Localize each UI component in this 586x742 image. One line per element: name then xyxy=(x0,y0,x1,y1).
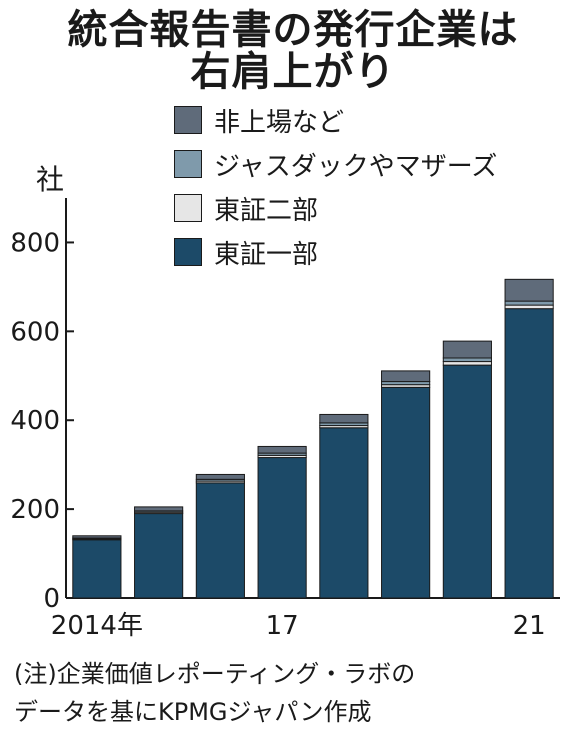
bar-3-series-3 xyxy=(257,445,307,454)
y-tick-label-200: 200 xyxy=(10,495,60,525)
bar-4-series-0 xyxy=(319,427,369,599)
bar-7-series-2 xyxy=(504,300,554,306)
legend-item-tse-first: 東証一部 xyxy=(174,230,497,274)
source-note-line2: データを基にKPMGジャパン作成 xyxy=(14,698,372,726)
legend-label-tse-first: 東証一部 xyxy=(214,239,319,270)
y-tick-label-600: 600 xyxy=(10,317,60,347)
chart-title-line1: 統合報告書の発行企業は xyxy=(67,7,519,53)
bar-7-series-3 xyxy=(504,278,554,302)
bar-7-series-1 xyxy=(504,304,554,310)
legend: 非上場など ジャスダックやマザーズ 東証二部 東証一部 xyxy=(174,98,497,274)
legend-item-unlisted: 非上場など xyxy=(174,98,497,142)
legend-item-jasdaq-mothers: ジャスダックやマザーズ xyxy=(174,142,497,186)
y-tick-label-400: 400 xyxy=(10,406,60,436)
source-note-line1: (注)企業価値レポーティング・ラボの xyxy=(14,660,416,688)
legend-item-tse-second: 東証二部 xyxy=(174,186,497,230)
legend-swatch-jasdaq-mothers xyxy=(174,150,202,178)
bar-4-series-3 xyxy=(319,413,369,424)
bar-5-series-3 xyxy=(381,370,431,383)
bar-2-series-3 xyxy=(195,473,245,480)
legend-label-unlisted: 非上場など xyxy=(214,107,345,138)
bar-0-series-0 xyxy=(72,539,122,599)
x-tick-label-7: 21 xyxy=(513,611,546,641)
y-tick-label-0: 0 xyxy=(43,584,60,614)
legend-swatch-tse-second xyxy=(174,194,202,222)
bar-5-series-0 xyxy=(381,386,431,599)
bar-7-series-0 xyxy=(504,308,554,599)
bar-6-series-1 xyxy=(442,361,492,366)
chart-title-line2: 右肩上がり xyxy=(190,49,396,95)
legend-label-jasdaq-mothers: ジャスダックやマザーズ xyxy=(214,151,498,182)
y-axis-unit-label: 社 xyxy=(36,163,65,196)
x-tick-label-3: 17 xyxy=(266,611,299,641)
legend-swatch-tse-first xyxy=(174,238,202,266)
x-tick-label-0: 2014年 xyxy=(51,611,143,641)
legend-label-tse-second: 東証二部 xyxy=(214,195,319,226)
bar-6-series-0 xyxy=(442,364,492,599)
bar-1-series-0 xyxy=(134,513,184,599)
bar-0-series-3 xyxy=(72,535,122,539)
bar-2-series-0 xyxy=(195,482,245,599)
bar-6-series-3 xyxy=(442,340,492,359)
y-tick-label-800: 800 xyxy=(10,228,60,258)
bar-1-series-3 xyxy=(134,506,184,512)
legend-swatch-unlisted xyxy=(174,106,202,134)
bar-6-series-2 xyxy=(442,357,492,363)
bar-3-series-0 xyxy=(257,457,307,599)
